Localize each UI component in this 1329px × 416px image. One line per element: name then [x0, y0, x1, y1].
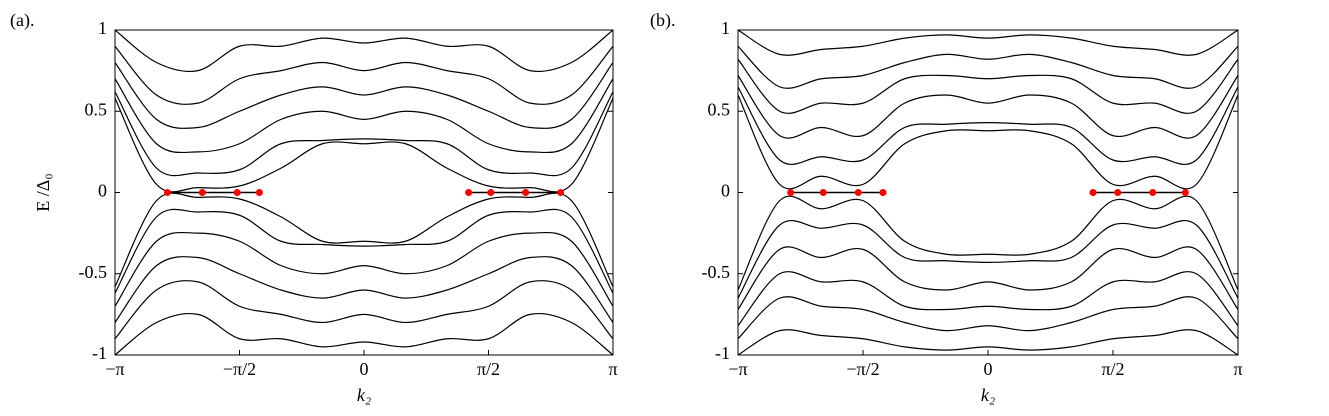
- y-tick-label: -0.5: [79, 262, 108, 282]
- y-tick-label: -1: [715, 343, 730, 363]
- plot-area: [115, 30, 613, 355]
- zero-mode-point: [465, 189, 473, 196]
- panel-label: (b).: [650, 10, 676, 31]
- x-axis-label: k₂: [357, 385, 371, 405]
- band-line: [738, 271, 1238, 327]
- band-line: [738, 219, 1238, 299]
- y-axis-label: E /Δ₀: [33, 173, 53, 211]
- zero-mode-point: [163, 189, 171, 196]
- band-line: [738, 246, 1238, 310]
- band-line: [738, 94, 1238, 190]
- band-line: [738, 86, 1238, 166]
- band-line: [738, 58, 1238, 114]
- x-tick-label: 0: [984, 359, 993, 379]
- x-tick-label: −π: [728, 359, 747, 379]
- y-tick-label: 0.5: [708, 99, 731, 119]
- zero-mode-point: [787, 189, 795, 196]
- band-line: [115, 78, 613, 154]
- panel-label: (a).: [10, 10, 34, 31]
- y-tick-label: 1: [721, 18, 730, 38]
- zero-mode-point: [879, 189, 887, 196]
- y-tick-label: -1: [92, 343, 107, 363]
- x-tick-label: −π: [105, 359, 124, 379]
- band-line: [738, 296, 1238, 340]
- x-tick-label: π/2: [477, 359, 500, 379]
- y-tick-label: 0: [721, 181, 730, 201]
- band-line: [738, 195, 1238, 291]
- zero-mode-point: [487, 189, 495, 196]
- band-line: [115, 91, 613, 177]
- x-tick-label: −π/2: [223, 359, 256, 379]
- zero-mode-point: [1114, 189, 1122, 196]
- band-line: [115, 30, 613, 73]
- zero-mode-point: [522, 189, 530, 196]
- band-line: [115, 192, 613, 288]
- y-tick-label: 1: [98, 18, 107, 38]
- band-line: [115, 208, 613, 294]
- zero-mode-point: [198, 189, 206, 196]
- y-tick-label: 0.5: [85, 99, 108, 119]
- band-line: [738, 75, 1238, 139]
- zero-mode-point: [854, 189, 862, 196]
- band-line: [115, 45, 613, 105]
- band-line: [115, 62, 613, 129]
- band-line: [115, 97, 613, 193]
- plot-area: [738, 30, 1238, 355]
- zero-mode-point: [557, 189, 565, 196]
- band-line: [115, 256, 613, 323]
- x-tick-label: π/2: [1101, 359, 1124, 379]
- zero-mode-point: [1149, 189, 1157, 196]
- band-line: [738, 45, 1238, 89]
- y-tick-label: 0: [98, 181, 107, 201]
- x-tick-label: π: [608, 359, 617, 379]
- x-tick-label: π: [1233, 359, 1242, 379]
- zero-mode-point: [233, 189, 241, 196]
- band-line: [115, 312, 613, 355]
- band-line: [115, 280, 613, 340]
- zero-mode-point: [819, 189, 827, 196]
- zero-mode-point: [1089, 189, 1097, 196]
- x-tick-label: 0: [360, 359, 369, 379]
- x-tick-label: −π/2: [846, 359, 879, 379]
- y-tick-label: -0.5: [702, 262, 731, 282]
- x-axis-label: k₂: [981, 385, 995, 405]
- band-line: [738, 329, 1238, 355]
- zero-mode-point: [255, 189, 263, 196]
- zero-mode-point: [1181, 189, 1189, 196]
- band-line: [115, 231, 613, 307]
- band-line: [738, 30, 1238, 56]
